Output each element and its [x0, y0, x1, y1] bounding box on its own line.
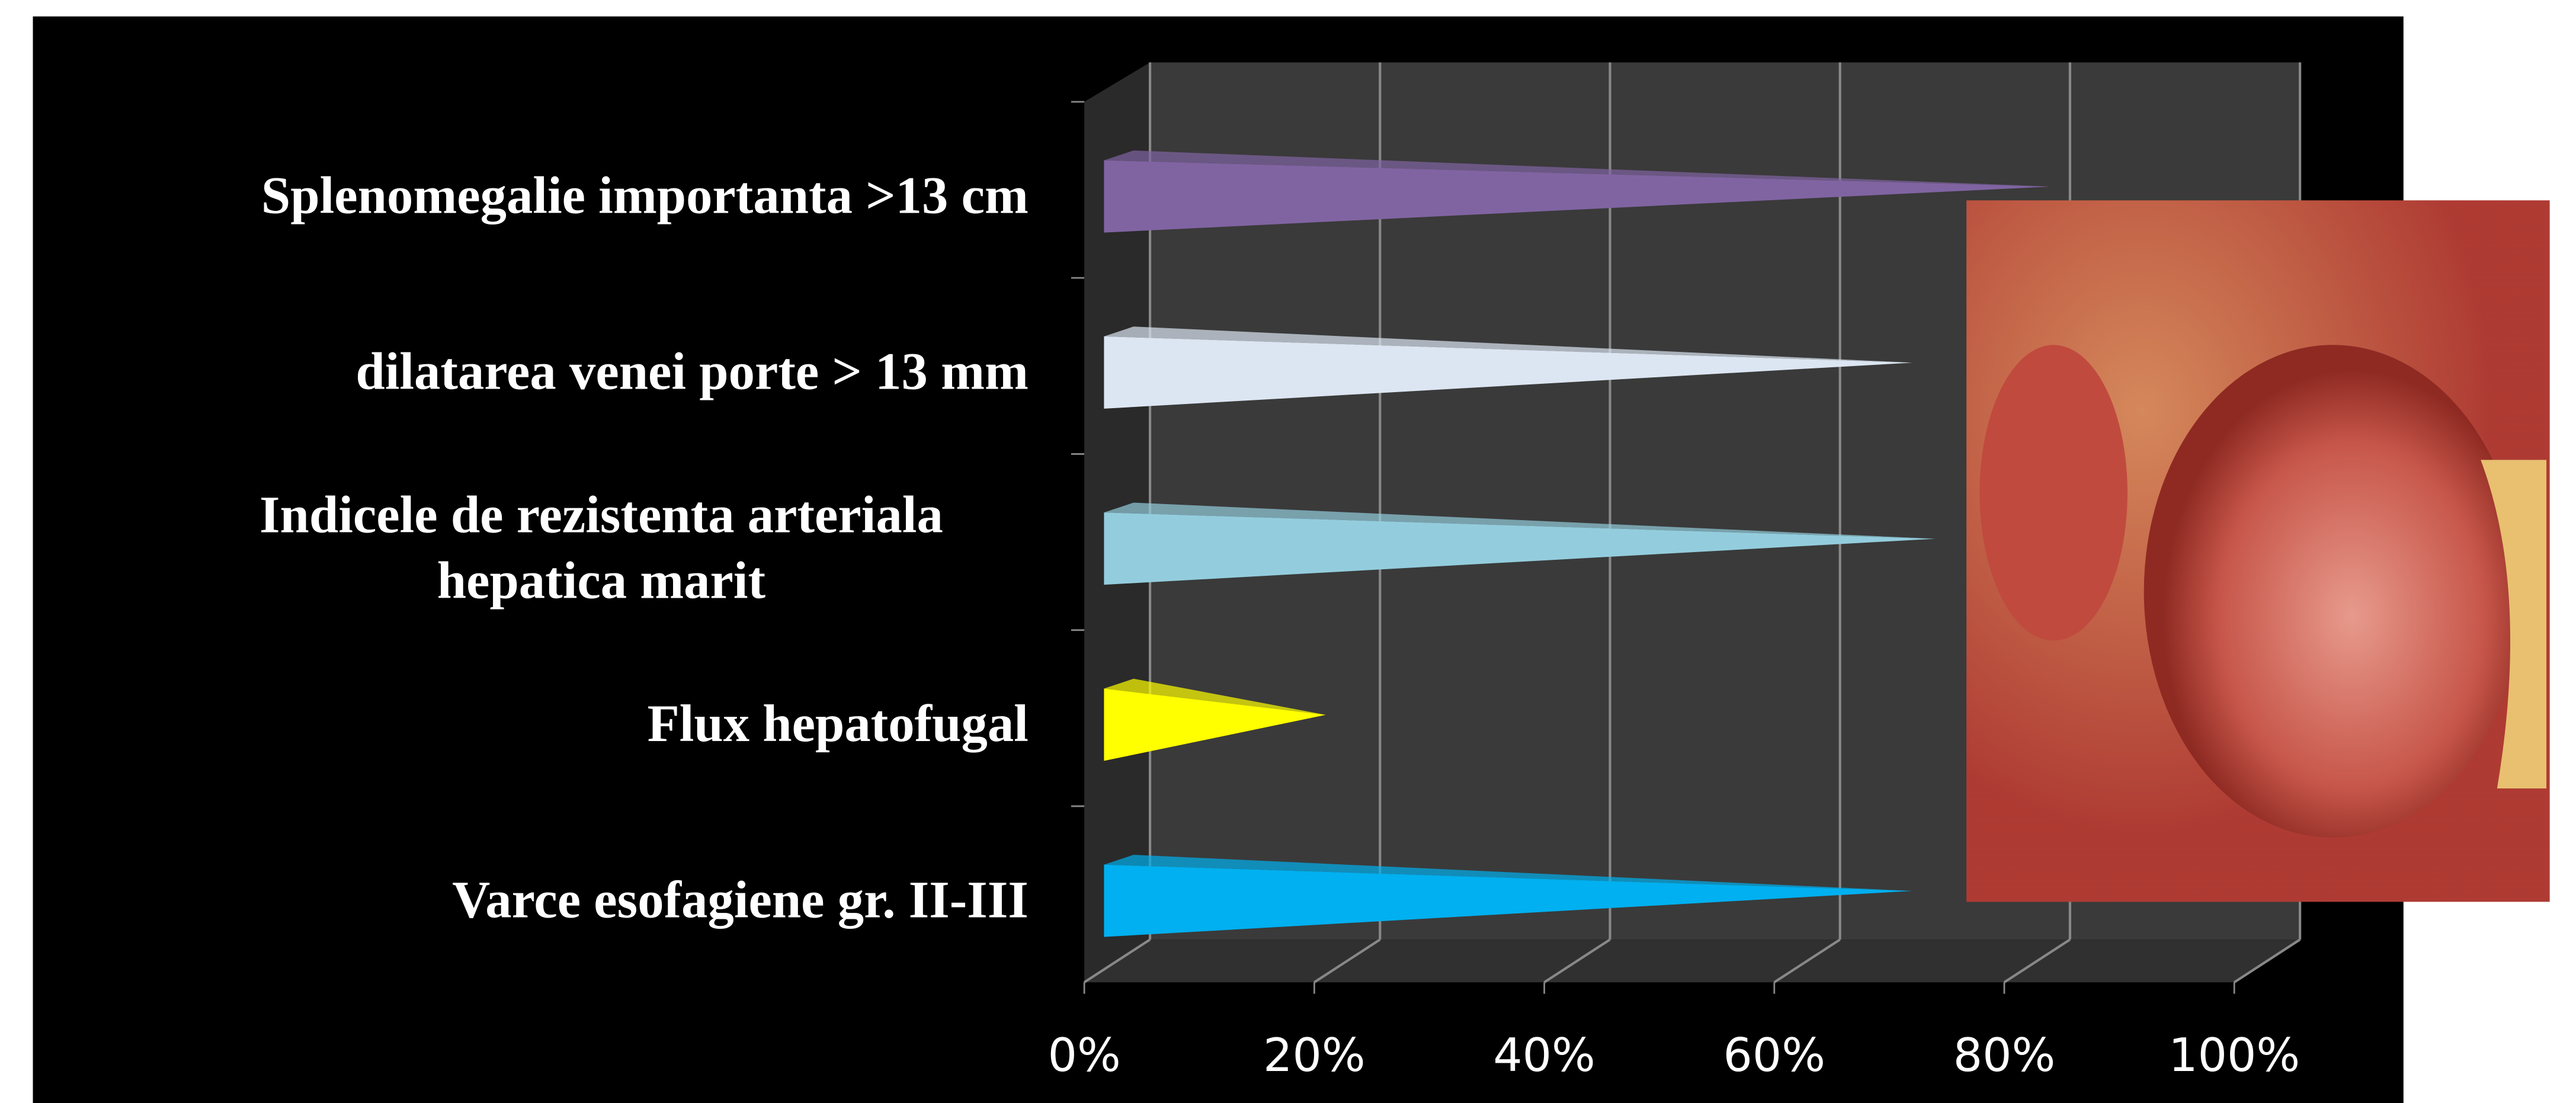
- x-tick-label: 0%: [1048, 1029, 1121, 1082]
- page: 0% 20% 40% 60% 80% 100% Splenomegalie importan…: [0, 0, 2576, 1103]
- x-tick-label: 60%: [1723, 1029, 1826, 1082]
- x-tick-label: 80%: [1953, 1029, 2056, 1082]
- category-label: Flux hepatofugal: [648, 695, 1029, 753]
- category-label: dilatarea venei porte > 13 mm: [355, 343, 1028, 401]
- x-tick-label: 20%: [1263, 1029, 1366, 1082]
- x-tick-label: 100%: [2168, 1029, 2300, 1082]
- floor: [1084, 940, 2300, 982]
- x-tick-label: 40%: [1493, 1029, 1595, 1082]
- photo: [1966, 200, 2549, 902]
- category-label: Varce esofagiene gr. II-III: [452, 871, 1029, 929]
- chart: 0% 20% 40% 60% 80% 100% Splenomegalie importan…: [0, 0, 2576, 1103]
- category-label: Splenomegalie importanta >13 cm: [261, 166, 1029, 225]
